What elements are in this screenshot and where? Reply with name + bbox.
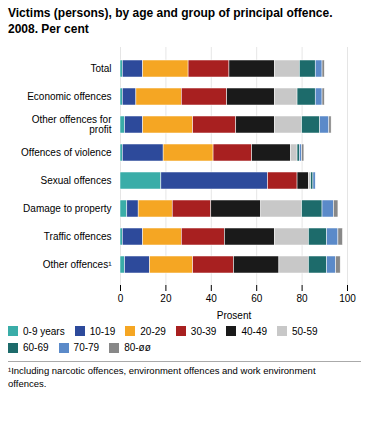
svg-text:20: 20 <box>160 293 172 304</box>
svg-text:Sexual offences: Sexual offences <box>41 175 112 186</box>
html-text:40-49: 40-49 <box>241 325 267 337</box>
html-text:20-29: 20-29 <box>140 325 166 337</box>
svg-text:Other offences forprofit: Other offences forprofit <box>32 114 113 135</box>
svg-text:Damage to property: Damage to property <box>23 203 111 214</box>
html-text:10-19: 10-19 <box>89 325 116 337</box>
html-text:70-79: 70-79 <box>73 342 100 354</box>
html-text:Victims (persons), by age and: Victims (persons), by age and group of p… <box>8 6 333 36</box>
svg-text:Offences of violence: Offences of violence <box>21 147 112 158</box>
svg-text:40: 40 <box>206 293 218 304</box>
svg-text:Prosent: Prosent <box>217 310 252 321</box>
html-text:¹Including narcotic offences,: ¹Including narcotic offences, environmen… <box>8 365 316 389</box>
html-text:80-øø: 80-øø <box>124 342 151 354</box>
svg-text:60: 60 <box>251 293 263 304</box>
html-text:50-59: 50-59 <box>292 325 318 337</box>
svg-text:Total: Total <box>90 63 111 74</box>
svg-text:100: 100 <box>339 293 356 304</box>
svg-text:0: 0 <box>118 293 124 304</box>
svg-text:Other offences¹: Other offences¹ <box>43 259 112 270</box>
svg-text:80: 80 <box>297 293 309 304</box>
svg-text:Traffic offences: Traffic offences <box>44 231 112 242</box>
svg-text:Economic offences: Economic offences <box>27 91 111 102</box>
html-text:60-69: 60-69 <box>23 342 49 354</box>
html-text:30-39: 30-39 <box>190 325 217 337</box>
html-text:0-9 years: 0-9 years <box>23 325 65 337</box>
